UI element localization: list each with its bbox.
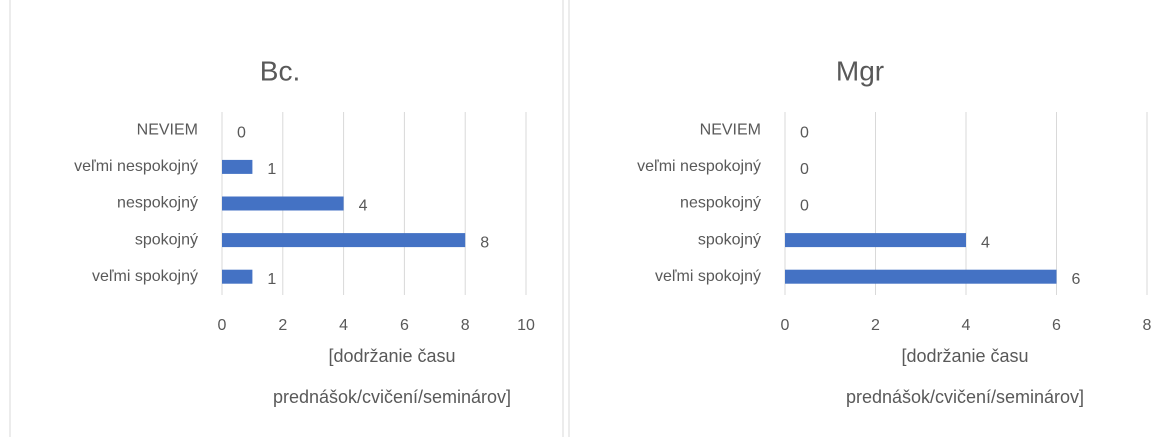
y-tick-label: nespokojný [680, 195, 761, 212]
value-label: 4 [981, 234, 990, 251]
value-label: 0 [800, 161, 809, 178]
x-tick-label: 2 [871, 317, 880, 334]
y-tick-label: veľmi nespokojný [637, 158, 761, 175]
value-label: 0 [800, 198, 809, 215]
y-tick-label: NEVIEM [700, 122, 761, 139]
x-tick-label: 8 [1143, 317, 1152, 334]
chart-title: Mgr [836, 55, 884, 86]
bar [222, 196, 344, 211]
x-tick-label: 8 [461, 317, 470, 334]
bar [785, 269, 1057, 284]
value-label: 0 [800, 125, 809, 142]
x-tick-label: 4 [339, 317, 348, 334]
y-tick-label: spokojný [135, 231, 198, 248]
chart-title: Bc. [260, 55, 300, 86]
y-tick-label: nespokojný [117, 195, 198, 212]
value-label: 1 [267, 271, 276, 288]
value-label: 6 [1072, 271, 1081, 288]
y-tick-label: spokojný [698, 231, 761, 248]
x-axis-title: [dodržanie času prednášok/cvičení/seminá… [272, 346, 512, 407]
y-tick-label: NEVIEM [137, 122, 198, 139]
x-tick-label: 6 [400, 317, 409, 334]
value-label: 0 [237, 125, 246, 142]
bar [222, 233, 466, 248]
x-tick-label: 10 [517, 317, 535, 334]
bar [222, 159, 253, 174]
x-tick-label: 6 [1052, 317, 1061, 334]
value-label: 1 [267, 161, 276, 178]
bar [785, 233, 966, 248]
y-tick-label: veľmi spokojný [655, 268, 761, 285]
y-tick-label: veľmi nespokojný [74, 158, 198, 175]
x-tick-label: 0 [218, 317, 227, 334]
bar [222, 269, 253, 284]
x-tick-label: 4 [962, 317, 971, 334]
value-label: 4 [359, 198, 368, 215]
x-tick-label: 0 [781, 317, 790, 334]
x-axis-title: [dodržanie času prednášok/cvičení/seminá… [845, 346, 1085, 407]
y-tick-label: veľmi spokojný [92, 268, 198, 285]
value-label: 8 [480, 234, 489, 251]
x-tick-label: 2 [278, 317, 287, 334]
